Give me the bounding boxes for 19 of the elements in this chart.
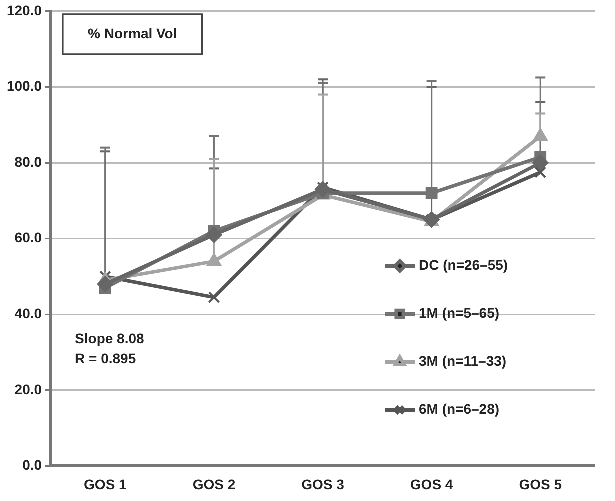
annotation: R = 0.895 — [75, 350, 136, 366]
x-tick-label: GOS 5 — [519, 476, 562, 492]
x-tick-label: GOS 2 — [192, 476, 236, 492]
y-tick-label: 100.0 — [6, 78, 42, 94]
x-tick-label: GOS 3 — [302, 476, 345, 492]
y-tick-label: 20.0 — [14, 381, 42, 398]
y-tick-label: 120.0 — [6, 2, 42, 18]
legend-label: DC (n=26–55) — [419, 257, 508, 274]
annotation: Slope 8.08 — [75, 330, 145, 346]
y-tick-label: 80.0 — [14, 154, 42, 170]
x-tick-label: GOS 1 — [84, 476, 128, 492]
y-tick-label: 0.0 — [22, 457, 42, 474]
y-tick-label: 40.0 — [14, 305, 42, 322]
legend-label: 6M (n=6–28) — [419, 401, 500, 418]
x-tick-label: GOS 4 — [410, 476, 454, 492]
legend-label: 3M (n=11–33) — [419, 353, 507, 370]
legend-label: 1M (n=5–65) — [419, 305, 500, 322]
y-tick-label: 60.0 — [14, 230, 42, 246]
text: % Normal Vol — [88, 25, 178, 42]
